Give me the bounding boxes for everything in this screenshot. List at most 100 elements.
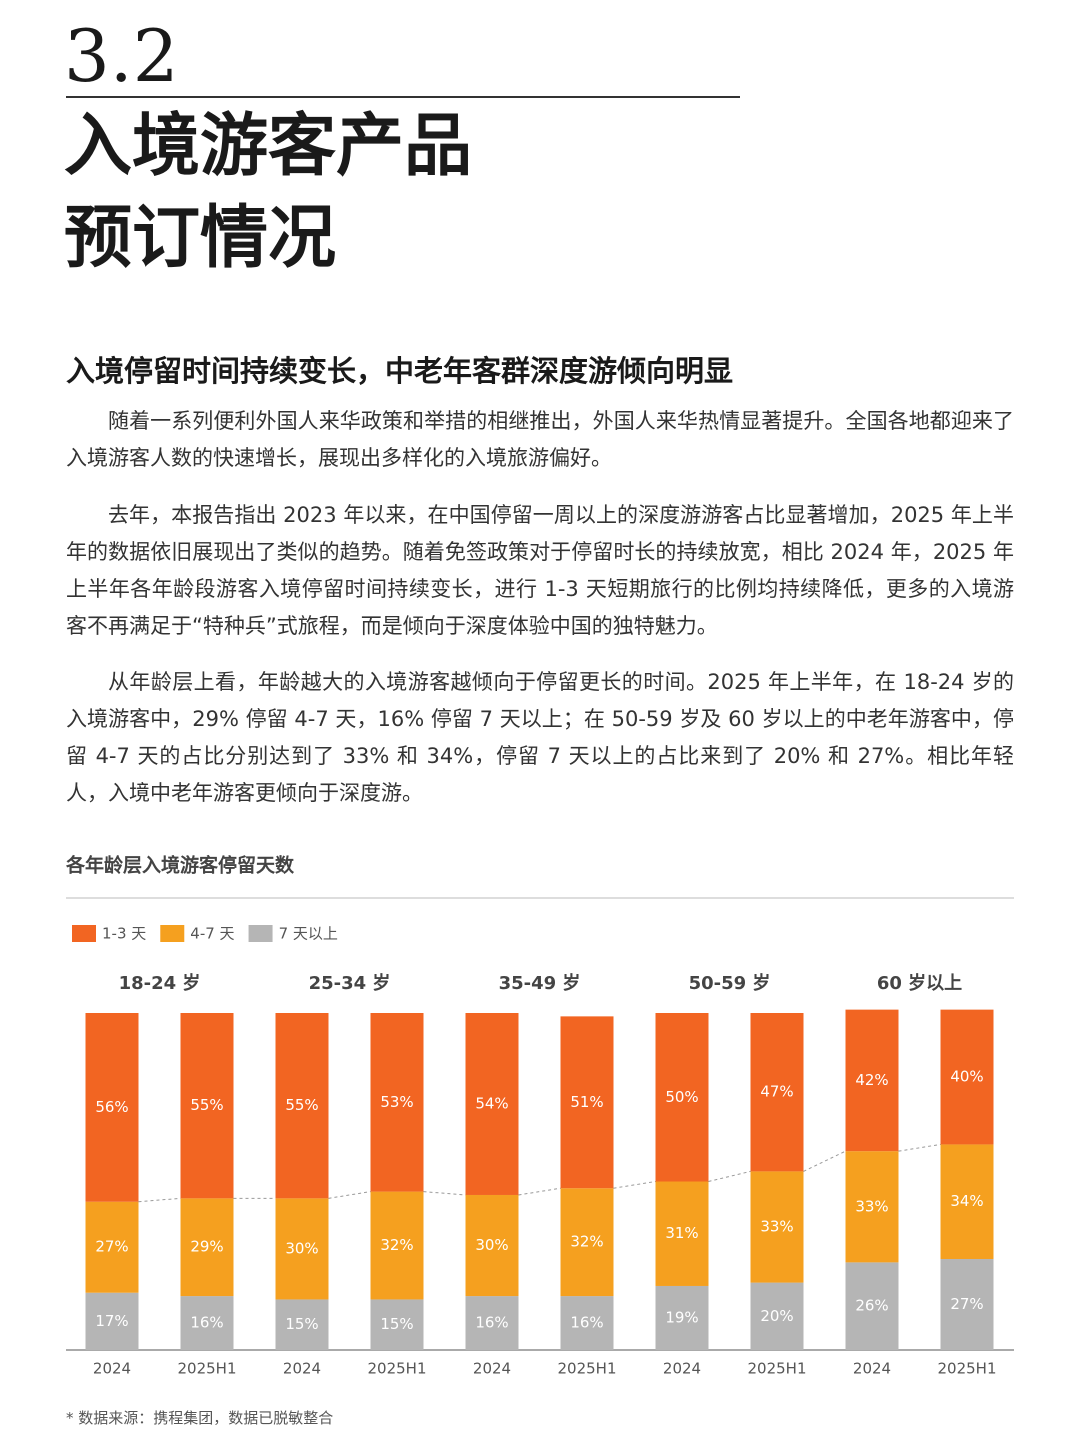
paragraph: 随着一系列便利外国人来华政策和举措的相继推出，外国人来华热情显著提升。全国各地都… [66, 409, 1014, 470]
bar-segment [180, 1198, 234, 1297]
x-tick-label: 2025H1 [748, 1360, 807, 1378]
bar-segment [370, 1299, 424, 1350]
connector [613, 1181, 656, 1189]
value-label: 34% [950, 1192, 983, 1210]
footnote: * 数据来源：携程集团，数据已脱敏整合 [66, 1409, 334, 1427]
connector [708, 1170, 751, 1182]
value-label: 27% [950, 1295, 983, 1313]
x-tick-label: 2024 [473, 1360, 511, 1378]
bar-segment [560, 1016, 614, 1189]
value-label: 30% [475, 1236, 508, 1254]
bar-segment [465, 1194, 519, 1297]
connector [423, 1191, 466, 1196]
value-label: 30% [285, 1239, 318, 1257]
x-tick-label: 2024 [663, 1360, 701, 1378]
bar-segment [655, 1181, 709, 1286]
x-tick-label: 2025H1 [938, 1360, 997, 1378]
chart-title: 各年龄层入境游客停留天数 [65, 854, 295, 877]
value-label: 26% [855, 1297, 888, 1315]
legend-label: 7 天以上 [279, 925, 338, 943]
x-tick-label: 2024 [283, 1360, 321, 1378]
bar-segment [750, 1282, 804, 1350]
value-label: 51% [570, 1093, 603, 1111]
x-tick-label: 2024 [853, 1360, 891, 1378]
bar-segment [275, 1299, 329, 1350]
value-label: 32% [570, 1233, 603, 1251]
section-number: 3.2 [64, 14, 179, 98]
x-tick-label: 2024 [93, 1360, 131, 1378]
connector [898, 1143, 941, 1152]
bar-segment [465, 1013, 519, 1195]
value-label: 33% [855, 1197, 888, 1215]
value-label: 55% [190, 1096, 223, 1114]
value-label: 42% [855, 1071, 888, 1089]
legend-swatch [160, 925, 185, 942]
value-label: 40% [950, 1068, 983, 1086]
value-label: 15% [285, 1315, 318, 1333]
bar-segment [845, 1151, 899, 1263]
value-label: 50% [665, 1088, 698, 1106]
bar-segment [940, 1144, 994, 1260]
subheading: 入境停留时间持续变长，中老年客群深度游倾向明显 [66, 354, 734, 388]
group-label: 35-49 岁 [499, 972, 581, 994]
chart: 各年龄层入境游客停留天数 1-3 天 4-7 天 7 天以上 18-24 岁 25-34… [65, 854, 1014, 1378]
value-label: 55% [285, 1096, 318, 1114]
x-tick-label: 2025H1 [558, 1360, 617, 1378]
bar-segment [180, 1296, 234, 1350]
value-label: 16% [190, 1314, 223, 1332]
paragraph: 从年龄层上看，年龄越大的入境游客越倾向于停留更长的时间。2025 年上半年，在 … [66, 670, 1014, 805]
value-label: 17% [95, 1312, 128, 1330]
x-tick-label: 2025H1 [178, 1360, 237, 1378]
bar-segment [85, 1292, 139, 1350]
bar-segment [845, 1262, 899, 1350]
legend-swatch [248, 925, 273, 942]
bar-segment [560, 1296, 614, 1350]
value-label: 56% [95, 1098, 128, 1116]
bar-segment [370, 1013, 424, 1192]
bar-segment [560, 1188, 614, 1297]
legend-label: 4-7 天 [190, 925, 234, 943]
value-label: 27% [95, 1238, 128, 1256]
bar-segment [750, 1013, 804, 1172]
bar-segment [655, 1013, 709, 1182]
value-label: 33% [760, 1217, 793, 1235]
group-label: 25-34 岁 [309, 972, 391, 994]
bar-segment [750, 1171, 804, 1283]
bar-segment [370, 1191, 424, 1300]
value-label: 16% [475, 1314, 508, 1332]
group-label: 18-24 岁 [119, 972, 201, 994]
bar-segment [180, 1013, 234, 1199]
group-label: 50-59 岁 [689, 972, 771, 994]
bar-segment [275, 1198, 329, 1300]
value-label: 15% [380, 1315, 413, 1333]
connector [518, 1187, 561, 1196]
connector [138, 1197, 181, 1203]
value-label: 20% [760, 1307, 793, 1325]
value-label: 29% [190, 1238, 223, 1256]
value-label: 47% [760, 1083, 793, 1101]
paragraph: 去年，本报告指出 2023 年以来，在中国停留一周以上的深度游游客占比显著增加，… [66, 503, 1014, 638]
bar-segment [465, 1296, 519, 1350]
value-label: 16% [570, 1314, 603, 1332]
bar-segment [845, 1009, 899, 1152]
value-label: 54% [475, 1094, 508, 1112]
bar-segment [85, 1013, 139, 1202]
title-line: 入境游客产品 [64, 106, 473, 186]
bar-segment [275, 1013, 329, 1199]
value-label: 19% [665, 1308, 698, 1326]
bar-segment [940, 1259, 994, 1350]
legend-swatch [72, 925, 96, 942]
value-label: 31% [665, 1224, 698, 1242]
legend-label: 1-3 天 [102, 925, 146, 943]
value-label: 53% [380, 1093, 413, 1111]
title-line: 预订情况 [64, 198, 337, 278]
x-tick-label: 2025H1 [368, 1360, 427, 1378]
value-label: 32% [380, 1236, 413, 1254]
group-label: 60 岁以上 [877, 972, 962, 994]
bar-segment [85, 1201, 139, 1293]
bar-segment [940, 1009, 994, 1145]
connector [328, 1191, 371, 1199]
rule [66, 96, 740, 98]
bar-segment [655, 1285, 709, 1350]
